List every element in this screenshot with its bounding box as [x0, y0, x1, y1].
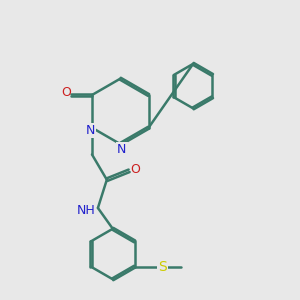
Text: O: O: [131, 163, 141, 176]
Text: N: N: [117, 143, 127, 156]
Text: S: S: [158, 260, 167, 274]
Text: N: N: [86, 124, 95, 137]
Text: O: O: [61, 85, 71, 98]
Text: NH: NH: [77, 204, 96, 217]
